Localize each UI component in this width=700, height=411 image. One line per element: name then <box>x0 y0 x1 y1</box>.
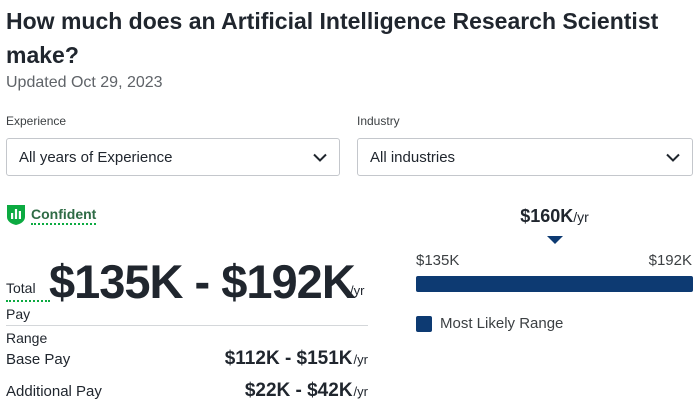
additional-pay-amount: $22K - $42K <box>244 380 353 401</box>
range-low-label: $135K <box>416 252 460 269</box>
total-pay-label[interactable]: Total Pay Range <box>6 276 50 350</box>
range-high-label: $192K <box>648 252 692 269</box>
legend-label: Most Likely Range <box>440 315 564 332</box>
divider <box>6 325 368 326</box>
confidence-indicator[interactable]: Confident <box>6 204 97 226</box>
range-legend: Most Likely Range <box>416 315 563 332</box>
experience-select-value: All years of Experience <box>19 148 173 166</box>
median-pay-unit: /yr <box>573 209 589 225</box>
median-pay-value: $160K <box>520 206 574 226</box>
total-pay-label-line: Pay <box>6 306 31 322</box>
base-pay-unit: /yr <box>353 352 368 367</box>
chevron-down-icon <box>666 150 680 164</box>
legend-swatch <box>416 315 432 332</box>
base-pay-amount: $112K - $151K <box>224 348 353 369</box>
experience-select[interactable]: All years of Experience <box>6 138 340 176</box>
median-pay: $160K/yr <box>416 206 693 227</box>
chevron-down-icon <box>313 150 327 164</box>
most-likely-range-bar <box>416 276 693 292</box>
industry-select-value: All industries <box>370 148 456 166</box>
experience-filter-label: Experience <box>6 114 67 128</box>
median-pointer <box>547 236 563 244</box>
industry-filter-label: Industry <box>357 114 400 128</box>
updated-date: Updated Oct 29, 2023 <box>6 74 163 91</box>
total-pay-unit: /yr <box>350 283 365 298</box>
confidence-label: Confident <box>31 206 97 225</box>
additional-pay-unit: /yr <box>353 384 368 399</box>
base-pay-label: Base Pay <box>6 351 71 368</box>
bar-chart-shield-icon <box>6 204 26 226</box>
page-title: How much does an Artificial Intelligence… <box>6 8 659 68</box>
total-pay-label-line: Range <box>6 330 48 346</box>
additional-pay-row: Additional Pay $22K - $42K /yr <box>6 380 368 402</box>
additional-pay-label: Additional Pay <box>6 383 102 400</box>
total-pay-label-line: Total <box>6 276 50 302</box>
base-pay-row: Base Pay $112K - $151K /yr <box>6 348 368 370</box>
industry-select[interactable]: All industries <box>357 138 693 176</box>
total-pay-range: $135K - $192K <box>49 255 356 308</box>
